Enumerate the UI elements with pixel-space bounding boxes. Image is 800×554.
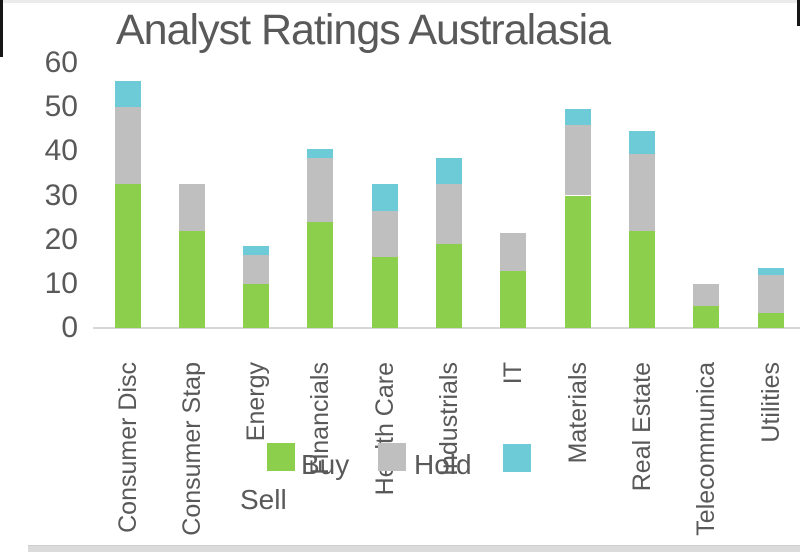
chart-title: Analyst Ratings Australasia	[116, 6, 611, 54]
segment-sell	[564, 109, 591, 125]
y-tick-label-0: 0	[61, 311, 78, 344]
segment-sell	[114, 80, 141, 108]
bar-consumer-disc	[114, 0, 141, 328]
segment-buy	[500, 270, 527, 328]
bar-real-estate	[628, 0, 655, 328]
segment-hold	[500, 233, 527, 271]
segment-buy	[628, 230, 655, 328]
segment-sell	[307, 149, 334, 158]
y-tick-label-40: 40	[44, 134, 78, 168]
segment-buy	[178, 230, 205, 328]
y-tick-label-10: 10	[44, 266, 78, 300]
bar-industrials	[436, 0, 462, 328]
segment-hold	[564, 124, 591, 196]
bar-energy	[243, 0, 270, 328]
bar-health-care	[371, 0, 398, 328]
segment-sell	[757, 268, 784, 275]
legend-buy-label: Buy	[301, 449, 350, 480]
segment-buy	[757, 312, 784, 328]
segment-hold	[371, 210, 398, 258]
segment-buy	[243, 283, 270, 328]
left-edge-artifact	[0, 0, 3, 57]
segment-hold	[693, 283, 720, 306]
segment-buy	[436, 244, 462, 328]
legend-sell-swatch	[503, 444, 531, 472]
segment-hold	[114, 107, 141, 185]
segment-sell	[628, 131, 655, 154]
bar-utilities	[757, 0, 784, 328]
segment-hold	[243, 255, 270, 284]
bottom-edge-strip	[28, 545, 800, 552]
x-label-energy: Energy	[242, 362, 271, 442]
right-edge-artifact	[797, 0, 800, 26]
top-edge-strip	[0, 0, 800, 3]
segment-buy	[693, 305, 720, 328]
x-axis-line	[93, 327, 800, 329]
segment-sell	[243, 246, 270, 256]
y-tick-label-30: 30	[44, 178, 78, 212]
legend-hold-label: Hold	[414, 449, 472, 480]
y-tick-label-60: 60	[44, 46, 78, 79]
bar-materials	[564, 0, 591, 328]
bar-consumer-stap	[178, 0, 205, 328]
segment-buy	[114, 184, 141, 328]
x-label-utilities: Utilities	[756, 362, 785, 443]
segment-buy	[564, 195, 591, 328]
x-label-consumer-stap: Consumer Stap	[177, 362, 206, 536]
segment-buy	[371, 257, 398, 328]
segment-hold	[178, 184, 205, 231]
x-label-consumer-disc: Consumer Disc	[113, 362, 142, 533]
y-tick-label-20: 20	[44, 222, 78, 256]
x-label-real-estate: Real Estate	[627, 362, 656, 492]
segment-hold	[307, 157, 334, 222]
bar-it	[500, 0, 527, 328]
segment-sell	[371, 184, 398, 211]
bar-financials	[307, 0, 334, 328]
segment-buy	[307, 222, 334, 328]
y-tick-label-50: 50	[44, 90, 78, 124]
segment-hold	[436, 184, 462, 245]
segment-sell	[436, 157, 462, 185]
segment-hold	[628, 153, 655, 231]
legend-buy-swatch	[267, 443, 295, 471]
legend-hold-swatch	[378, 443, 406, 471]
segment-hold	[757, 275, 784, 313]
bar-telecommunica	[693, 0, 720, 328]
x-label-materials: Materials	[563, 362, 592, 464]
legend-sell-label: Sell	[240, 484, 287, 515]
x-label-telecommunica: Telecommunica	[692, 362, 721, 536]
